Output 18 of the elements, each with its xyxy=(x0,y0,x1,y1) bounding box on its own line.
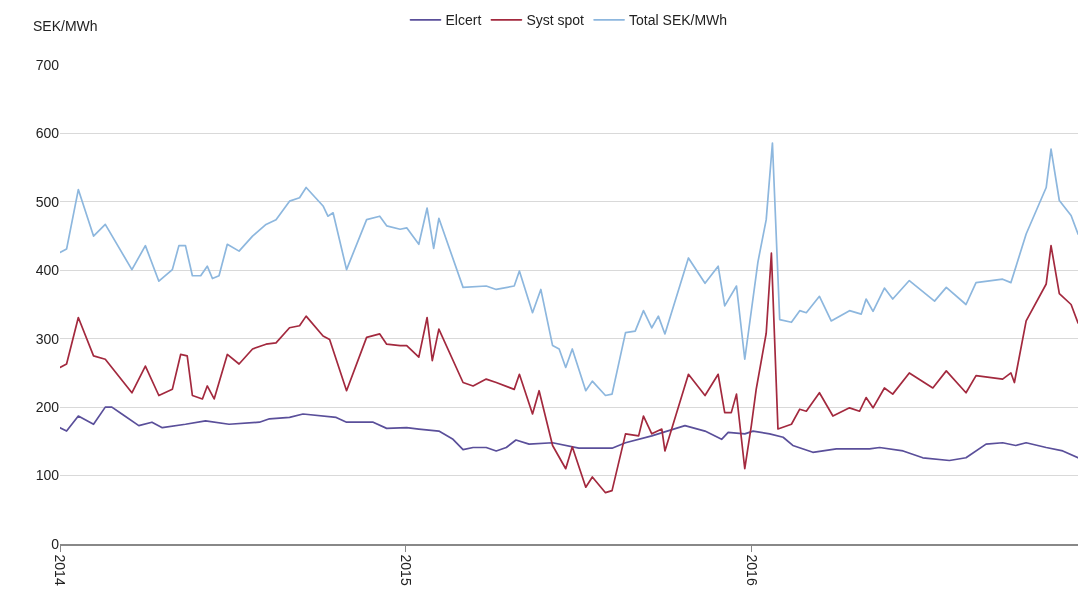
y-tick-label: 700 xyxy=(35,56,60,73)
x-tick-label: 2015 xyxy=(398,554,415,586)
line-series xyxy=(60,406,1078,462)
y-tick-label: 400 xyxy=(35,262,60,279)
legend-label: Total SEK/MWh xyxy=(629,12,728,29)
legend-label: Elcert xyxy=(445,12,482,29)
y-tick-label: 200 xyxy=(35,399,60,416)
y-tick-label: 300 xyxy=(35,330,60,347)
x-tick-label: 2014 xyxy=(52,554,69,586)
x-tick-label: 2016 xyxy=(743,554,760,586)
y-tick-label: 600 xyxy=(35,125,60,142)
line-series xyxy=(60,142,1078,397)
y-tick-label: 500 xyxy=(35,193,60,210)
y-tick-label: 100 xyxy=(35,467,60,484)
line-series xyxy=(60,244,1078,494)
y-axis-title: SEK/MWh xyxy=(33,18,98,34)
y-tick-label: 0 xyxy=(51,535,60,552)
legend-label: Syst spot xyxy=(526,12,585,29)
